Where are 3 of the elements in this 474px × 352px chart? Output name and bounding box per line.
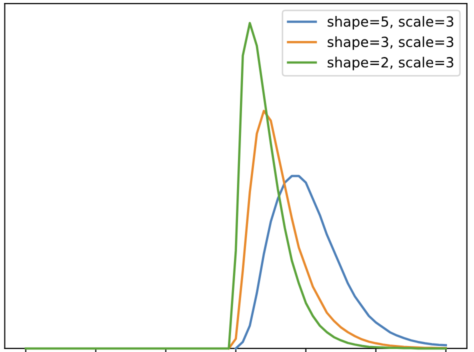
legend-label: shape=3, scale=3: [328, 36, 454, 50]
legend-label: shape=2, scale=3: [328, 56, 454, 70]
legend-label: shape=5, scale=3: [328, 16, 454, 30]
